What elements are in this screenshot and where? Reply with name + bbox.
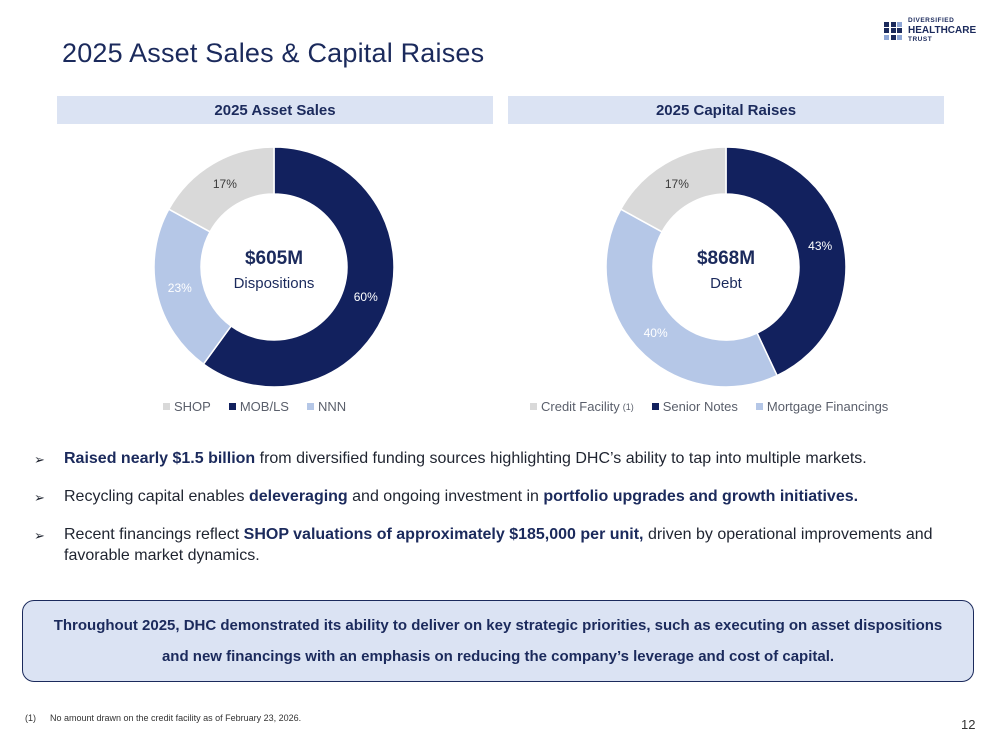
asset-sales-header: 2025 Asset Sales: [57, 96, 493, 124]
capital-raises-legend: Credit Facility (1) Senior Notes Mortgage F…: [530, 399, 888, 414]
asset-sales-legend: SHOP MOB/LS NNN: [163, 399, 346, 414]
capital-raises-header: 2025 Capital Raises: [508, 96, 944, 124]
slice-nnn: [153, 208, 233, 366]
data-label-nnn: 23%: [168, 281, 192, 295]
legend-item-senior-notes: Senior Notes: [651, 399, 738, 414]
center-value: $868M: [697, 248, 755, 269]
data-label-credit-facility: 17%: [665, 177, 689, 191]
footnote-text: No amount drawn on the credit facility a…: [50, 713, 302, 723]
legend-swatch: [306, 403, 314, 410]
data-label-mortgage-financings: 40%: [644, 326, 668, 340]
key-points-list: ➢ Raised nearly $1.5 billion from diversi…: [34, 448, 954, 582]
footnote: (1) No amount drawn on the credit facilit…: [25, 713, 301, 723]
arrow-bullet-icon: ➢: [34, 528, 45, 543]
company-logo: DIVERSIFIED HEALTHCARE TRUST: [884, 17, 977, 43]
legend-label: NNN: [317, 399, 347, 414]
arrow-bullet-icon: ➢: [34, 490, 45, 505]
logo-line-2: HEALTHCARE: [908, 24, 977, 36]
logo-mark-icon: [884, 21, 902, 40]
legend-swatch: [651, 403, 659, 410]
legend-label: MOB/LS: [239, 399, 289, 414]
legend-label: SHOP: [174, 399, 211, 414]
page-number: 12: [961, 717, 976, 732]
legend-swatch: [228, 403, 236, 410]
summary-callout: Throughout 2025, DHC demonstrated its ab…: [22, 600, 974, 682]
bullet-item: ➢ Recent financings reflect SHOP valuatio…: [34, 524, 954, 566]
legend-label: Mortgage Financings: [766, 399, 889, 414]
legend-item-credit-facility: Credit Facility (1): [530, 399, 634, 414]
slice-credit-facility: [619, 146, 727, 233]
arrow-bullet-icon: ➢: [34, 452, 45, 467]
legend-item-nnn: NNN: [306, 399, 347, 414]
center-label: Dispositions: [234, 275, 315, 292]
bullet-item: ➢ Recycling capital enables deleveraging …: [34, 486, 954, 508]
legend-item-shop: SHOP: [163, 399, 211, 414]
legend-item-mob-ls: MOB/LS: [228, 399, 289, 414]
slice-senior-notes: [725, 146, 847, 377]
footnote-number: (1): [25, 713, 36, 723]
data-label-mob-ls: 60%: [354, 290, 378, 304]
logo-line-3: TRUST: [908, 35, 933, 43]
center-value: $605M: [245, 248, 303, 269]
legend-label: Senior Notes: [662, 399, 738, 414]
bullet-text: Recycling capital enables deleveraging a…: [64, 488, 859, 505]
slice-mob-ls: [202, 146, 395, 388]
legend-swatch: [530, 403, 537, 410]
capital-raises-donut-chart: 43% 40% 17% $868M Debt: [605, 146, 847, 388]
legend-label: Credit Facility: [541, 399, 620, 414]
bullet-text: Raised nearly $1.5 billion from diversif…: [64, 450, 867, 467]
page-title: 2025 Asset Sales & Capital Raises: [62, 38, 485, 68]
bullet-text: Recent financings reflect SHOP valuation…: [64, 526, 933, 564]
legend-swatch: [163, 403, 170, 410]
data-label-shop: 17%: [213, 177, 237, 191]
legend-swatch: [755, 403, 763, 410]
footnote-marker: (1): [622, 401, 634, 412]
asset-sales-donut-chart: 60% 23% 17% $605M Dispositions: [153, 146, 395, 388]
data-label-senior-notes: 43%: [808, 239, 832, 253]
logo-line-1: DIVERSIFIED: [908, 17, 955, 24]
slice-mortgage-financings: [605, 208, 779, 388]
legend-item-mortgage-financings: Mortgage Financings: [755, 399, 889, 414]
bullet-item: ➢ Raised nearly $1.5 billion from diversi…: [34, 448, 954, 470]
center-label: Debt: [710, 275, 743, 292]
slice-shop: [167, 146, 275, 233]
